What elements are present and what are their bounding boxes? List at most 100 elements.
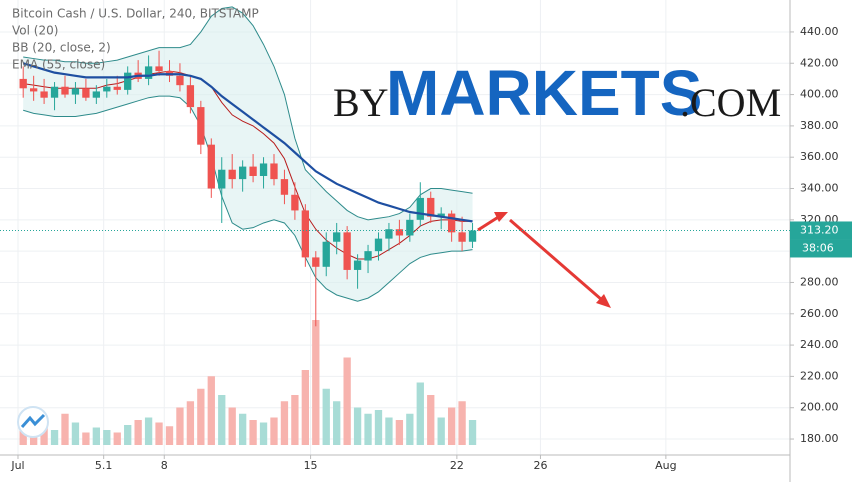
candle-body — [207, 144, 215, 189]
volume-bar — [343, 357, 351, 445]
volume-bar — [270, 417, 278, 445]
watermark-suffix: .COM — [680, 80, 781, 125]
legend-entry: Vol (20) — [12, 24, 58, 38]
volume-bar — [176, 407, 184, 445]
volume-bar — [437, 417, 445, 445]
volume-bar — [447, 407, 456, 445]
candle-body — [353, 260, 362, 270]
arrow-head — [596, 294, 611, 308]
candle-body — [468, 230, 477, 242]
y-tick-label: 400.00 — [800, 88, 839, 101]
volume-bar — [113, 432, 121, 445]
volume-bar — [385, 417, 393, 445]
candle-body — [385, 229, 393, 239]
candle-body — [228, 169, 236, 180]
price-label-box — [790, 221, 852, 240]
y-tick-label: 280.00 — [800, 275, 839, 288]
candle-body — [40, 91, 48, 98]
candle-body — [280, 179, 289, 195]
arrow-up — [477, 214, 501, 232]
legend-entry: BB (20, close, 2) — [12, 41, 111, 55]
volume-bar — [61, 413, 69, 445]
candle-body — [61, 86, 69, 95]
arrow-down — [509, 218, 603, 302]
volume-bar — [416, 382, 424, 445]
y-tick-label: 420.00 — [800, 56, 839, 69]
candle-body — [364, 251, 372, 261]
volume-bar — [124, 425, 132, 445]
candle-body — [82, 88, 90, 98]
volume-bar — [280, 401, 289, 445]
candle-body — [333, 232, 341, 242]
band-fill — [23, 6, 473, 302]
candle-body — [186, 85, 195, 108]
volume-bar — [144, 417, 153, 445]
y-tick-label: 180.00 — [800, 432, 839, 445]
volume-bar — [364, 413, 372, 445]
volume-bar — [322, 388, 330, 445]
forecast-arrows — [477, 212, 611, 308]
band-upper — [23, 6, 473, 221]
volume-bar — [374, 410, 383, 445]
candle-body — [458, 232, 466, 242]
candle-body — [238, 166, 247, 180]
volume-bar — [427, 395, 435, 445]
volume-bar — [218, 395, 226, 445]
y-tick-label: 260.00 — [800, 307, 839, 320]
volume-bar — [134, 420, 142, 445]
candle-body — [291, 194, 299, 211]
x-tick-label: 26 — [533, 459, 547, 472]
price-layer — [19, 50, 477, 327]
volume-bar — [82, 432, 90, 445]
candle-body — [113, 86, 121, 90]
volume-bar — [103, 430, 111, 445]
candle-body — [71, 88, 80, 95]
y-tick-label: 220.00 — [800, 369, 839, 382]
volume-bar — [165, 426, 174, 445]
volume-bar — [468, 420, 477, 445]
volume-bar — [291, 395, 299, 445]
candle-body — [395, 229, 404, 236]
candle-body — [322, 241, 330, 267]
watermark: BY MARKETS .COM — [333, 57, 781, 129]
x-tick-label: 8 — [161, 459, 168, 472]
volume-bar — [395, 420, 404, 445]
volume-bar — [40, 426, 48, 445]
legend: Bitcoin Cash / U.S. Dollar, 240, BITSTAM… — [12, 7, 259, 72]
candle-body — [312, 257, 320, 267]
volume-bar — [312, 320, 320, 445]
volume-bar — [207, 376, 215, 445]
volume-bar — [259, 422, 268, 445]
candle-body — [259, 163, 268, 176]
volume-bar — [186, 401, 195, 445]
candle-body — [427, 197, 435, 217]
candle-body — [416, 197, 424, 220]
candle-body — [343, 232, 351, 270]
candle-body — [144, 66, 153, 79]
candle-body — [406, 219, 414, 236]
candle-body — [301, 210, 309, 258]
volume-bar — [71, 422, 80, 445]
x-tick-label: Jul — [10, 459, 24, 472]
x-tick-label: 15 — [304, 459, 318, 472]
countdown-box — [790, 239, 852, 258]
y-tick-label: 360.00 — [800, 150, 839, 163]
volume-bar — [458, 401, 466, 445]
legend-entry: EMA (55, close) — [12, 58, 105, 72]
candle-body — [176, 75, 184, 86]
ema-line — [22, 62, 473, 223]
candle-body — [50, 86, 59, 98]
candle-body — [92, 91, 101, 98]
y-tick-label: 240.00 — [800, 338, 839, 351]
volume-bar — [228, 407, 236, 445]
volume-bar — [333, 401, 341, 445]
candle-body — [124, 72, 132, 90]
candle-body — [155, 66, 163, 72]
arrow-head — [494, 212, 508, 222]
countdown: 38:06 — [802, 241, 834, 254]
tradingview-logo — [17, 406, 49, 438]
x-tick-label: 5.1 — [95, 459, 113, 472]
x-tick-label: 22 — [450, 459, 464, 472]
candle-body — [103, 86, 111, 92]
y-tick-label: 200.00 — [800, 401, 839, 414]
